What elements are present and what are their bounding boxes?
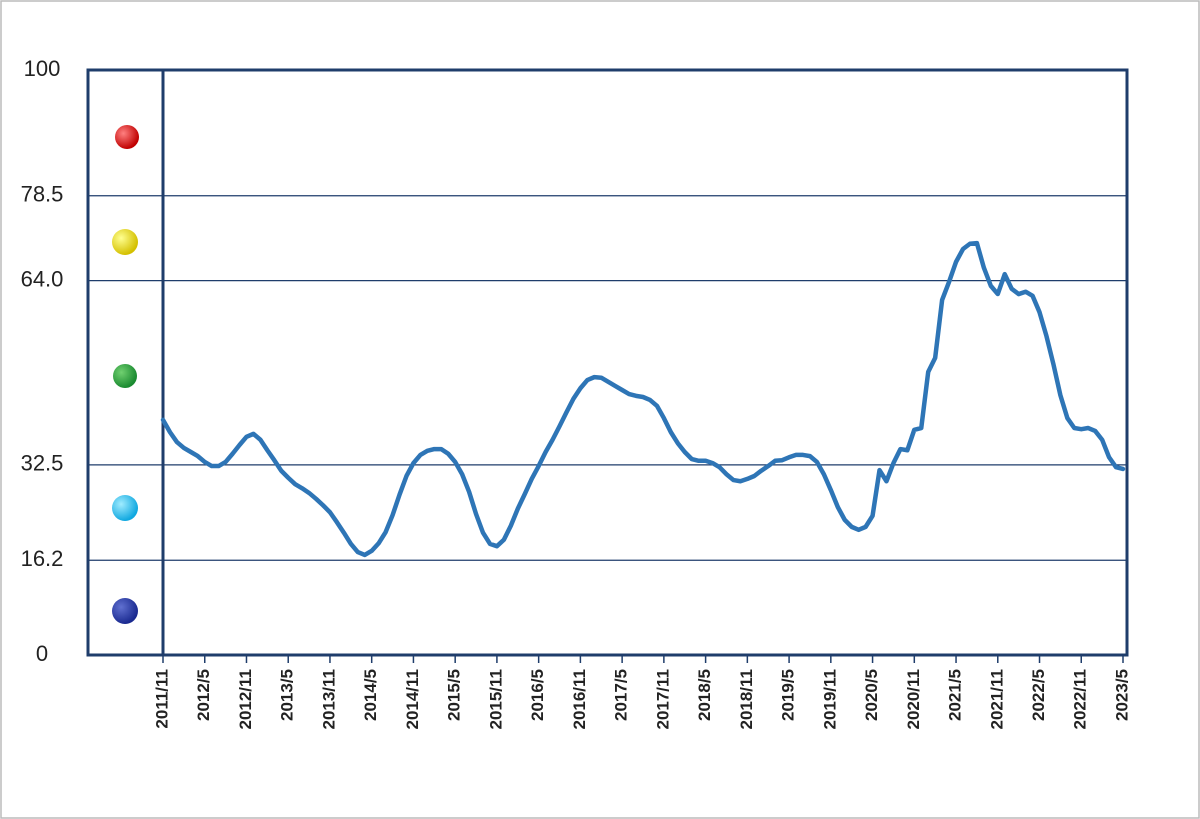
x-tick-label: 2014/5 (361, 669, 380, 721)
x-tick-label: 2022/11 (1071, 669, 1090, 730)
x-tick-label: 2020/5 (862, 669, 881, 721)
zone-dot-cyan (112, 495, 138, 521)
x-tick-label: 2015/5 (445, 669, 464, 721)
x-tick-label: 2015/11 (486, 669, 505, 730)
x-tick-label: 2022/5 (1029, 669, 1048, 721)
zone-dot-red (115, 125, 139, 149)
plot-frame (86, 68, 1129, 657)
x-tick-label: 2019/11 (820, 669, 839, 730)
x-tick-label: 2012/5 (194, 669, 213, 721)
y-tick-label: 0 (36, 641, 48, 666)
x-tick-label: 2017/11 (653, 669, 672, 730)
x-tick-label: 2011/11 (152, 669, 171, 729)
x-tick-label: 2018/11 (737, 669, 756, 730)
y-tick-label: 100 (24, 56, 61, 81)
x-tick-label: 2012/11 (236, 669, 255, 730)
x-tick-label: 2021/11 (987, 669, 1006, 730)
x-tick-label: 2023/5 (1112, 669, 1131, 721)
zone-dot-yellow (112, 229, 138, 255)
grid (88, 69, 1127, 656)
data-line (160, 240, 1126, 558)
x-tick-label: 2018/5 (695, 669, 714, 721)
x-tick-label: 2013/5 (278, 669, 297, 721)
y-tick-label: 16.2 (21, 546, 64, 571)
x-tick-label: 2016/5 (528, 669, 547, 721)
x-tick-label: 2020/11 (904, 669, 923, 730)
x-tick-label: 2016/11 (570, 669, 589, 730)
y-tick-label: 64.0 (21, 266, 64, 291)
x-tick-label: 2014/11 (403, 669, 422, 730)
y-tick-label: 78.5 (21, 182, 64, 207)
zone-dot-green (113, 364, 137, 388)
zone-dot-blue (112, 598, 138, 624)
x-tick-label: 2021/5 (946, 669, 965, 721)
x-tick-label: 2017/5 (612, 669, 631, 721)
y-tick-label: 32.5 (21, 451, 64, 476)
x-tick-label: 2019/5 (779, 669, 798, 721)
x-tick-label: 2013/11 (319, 669, 338, 730)
